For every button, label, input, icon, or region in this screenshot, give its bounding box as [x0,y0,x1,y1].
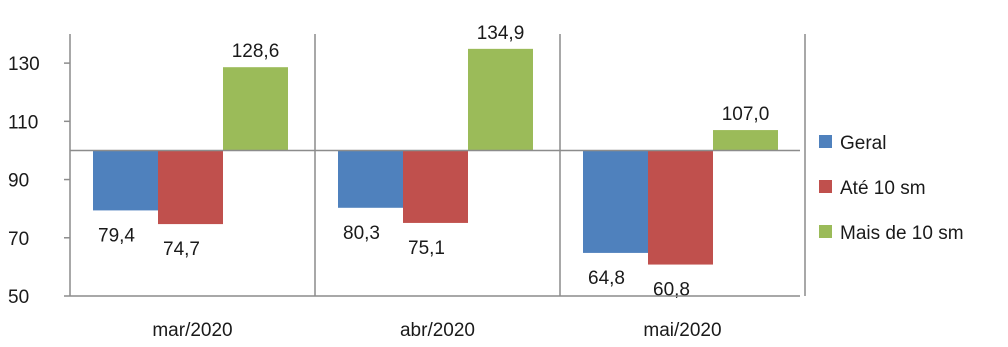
y-tick-label: 110 [8,112,38,133]
bar-at-10-sm-mai-2020 [648,150,713,265]
bar-mais-de-10-sm-abr-2020 [468,48,533,151]
data-label: 134,9 [477,23,525,44]
legend-label: Até 10 sm [840,178,926,199]
data-label: 80,3 [343,223,380,244]
data-label: 60,8 [653,280,690,301]
x-axis: mar/2020 abr/2020 mai/2020 [70,295,800,341]
legend-swatch [819,180,832,193]
category-separators [314,34,806,296]
data-label: 75,1 [408,238,445,259]
bar-at-10-sm-abr-2020 [403,150,468,223]
bar-geral-mai-2020 [583,150,648,253]
category-label: mar/2020 [152,320,232,341]
data-label: 128,6 [232,41,280,62]
bars [93,48,778,265]
y-tick-label: 90 [8,171,29,192]
y-tick-label: 130 [8,54,40,75]
data-label: 74,7 [163,239,200,260]
bar-at-10-sm-mar-2020 [158,150,223,225]
y-tick-label: 50 [8,287,29,308]
data-label: 79,4 [98,225,135,246]
bar-geral-abr-2020 [338,150,403,208]
y-axis: 50 70 90 110 130 [8,34,71,308]
y-tick-label: 70 [8,229,29,250]
bar-mais-de-10-sm-mai-2020 [713,130,778,151]
legend-label: Mais de 10 sm [840,223,964,244]
bar-geral-mar-2020 [93,150,158,211]
data-label: 64,8 [588,268,625,289]
category-label: abr/2020 [400,320,475,341]
data-labels: 79,4 80,3 64,8 74,7 75,1 60,8 128,6 134,9 107,0 [98,23,769,301]
data-label: 107,0 [722,104,770,125]
legend-label: Geral [840,133,886,154]
legend-swatch [819,135,832,148]
legend: Geral Até 10 sm Mais de 10 sm [819,133,964,244]
legend-swatch [819,225,832,238]
bar-mais-de-10-sm-mar-2020 [223,67,288,151]
category-label: mai/2020 [643,320,721,341]
